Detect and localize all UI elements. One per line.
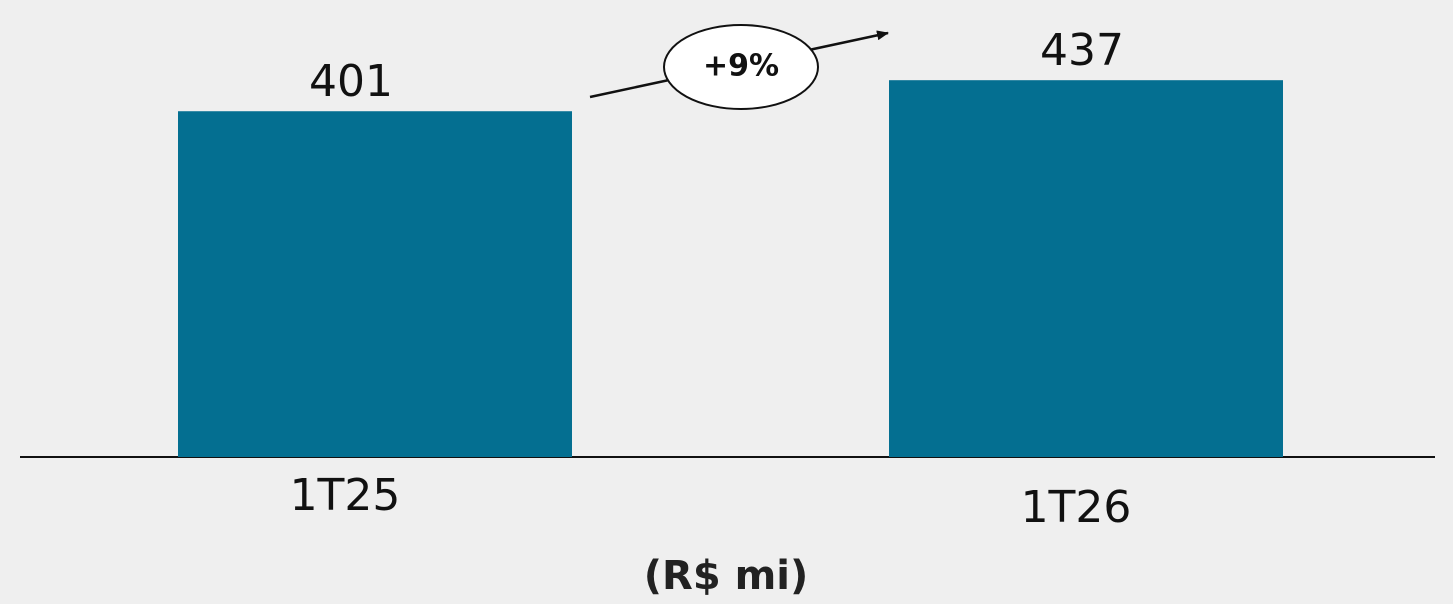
growth-annotation: +9% [703,49,779,84]
unit-label: (R$ mi) [644,553,809,599]
data-label: 437 [1040,25,1124,76]
bar [178,111,572,457]
bar [889,80,1283,458]
x-tick-label: 1T25 [290,470,401,521]
x-tick-label: 1T26 [1021,482,1132,533]
data-label: 401 [309,56,393,107]
growth-bubble [663,24,819,110]
